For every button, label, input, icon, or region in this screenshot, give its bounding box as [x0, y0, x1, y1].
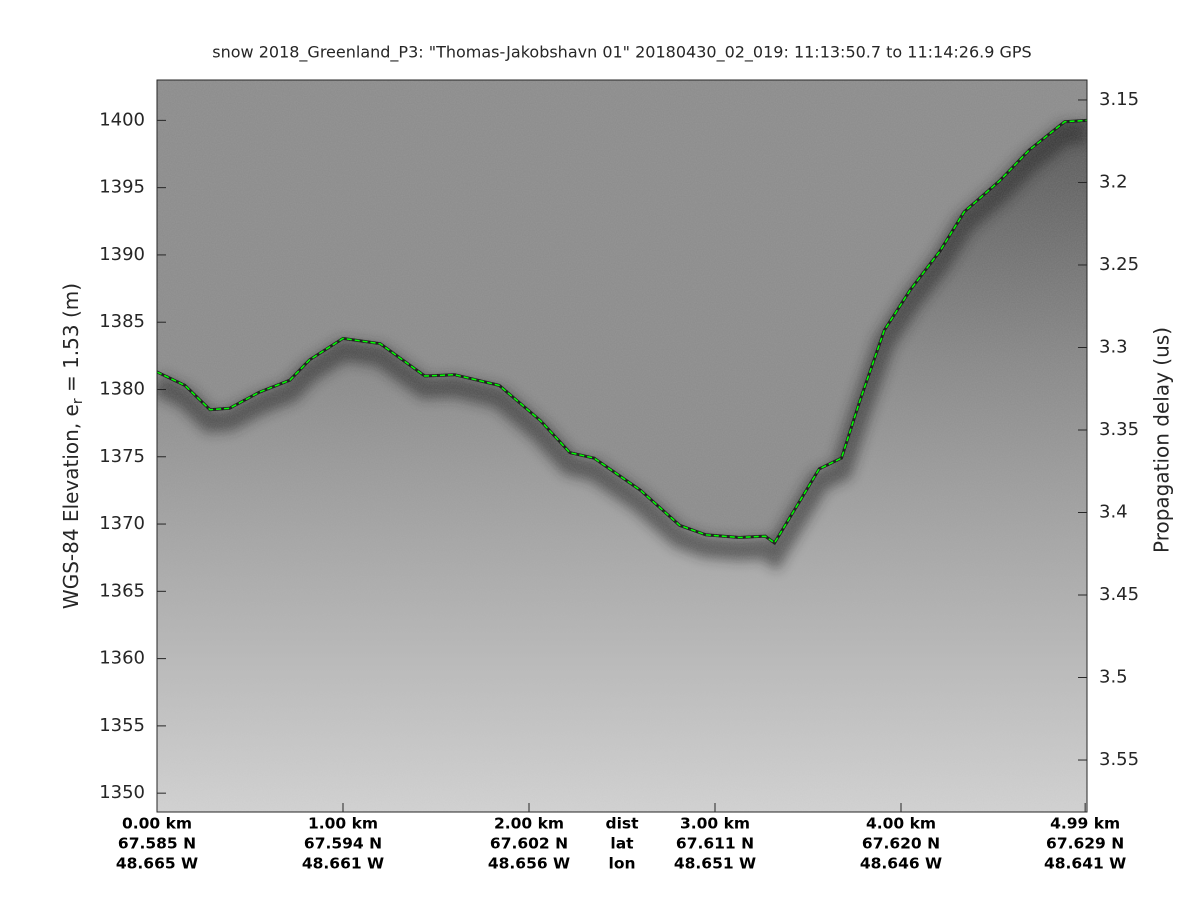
x-tick-lat: 67.585 N — [118, 835, 196, 853]
x-tick-lat: 67.594 N — [304, 835, 382, 853]
plot-marks — [156, 119, 1088, 544]
y2-tick-label: 3.45 — [1099, 584, 1139, 605]
y-tick-label: 1350 — [99, 782, 145, 803]
y-tick-label: 1360 — [99, 648, 145, 669]
y-label-subscript: r — [70, 398, 86, 404]
row-label: dist — [605, 815, 639, 833]
x-tick-lon: 48.646 W — [860, 855, 942, 873]
y-tick-label: 1385 — [99, 311, 145, 332]
y-tick-label: 1370 — [99, 513, 145, 534]
surface-line — [156, 119, 1088, 544]
x-tick-lon: 48.641 W — [1044, 855, 1126, 873]
y-tick-label: 1395 — [99, 177, 145, 198]
y2-tick-label: 3.2 — [1099, 171, 1128, 192]
y-tick-label: 1380 — [99, 378, 145, 399]
y2-tick-label: 3.15 — [1099, 89, 1139, 110]
x-tick-label: 3.00 km — [680, 815, 750, 833]
x-tick-lon: 48.656 W — [488, 855, 570, 873]
y-tick-label: 1365 — [99, 580, 145, 601]
echogram-noise — [157, 80, 1087, 812]
y-tick-label: 1355 — [99, 715, 145, 736]
plot-frame — [156, 79, 1088, 813]
x-tick-label: 1.00 km — [308, 815, 378, 833]
row-label: lat — [610, 835, 634, 853]
x-tick-label: 0.00 km — [122, 815, 192, 833]
x-tick-lon: 48.661 W — [302, 855, 384, 873]
y2-tick-label: 3.4 — [1099, 502, 1128, 523]
chart-title: snow 2018_Greenland_P3: "Thomas-Jakobsha… — [212, 43, 1031, 63]
y2-tick-label: 3.25 — [1099, 254, 1139, 275]
y2-tick-label: 3.55 — [1099, 749, 1139, 770]
x-tick-lat: 67.602 N — [490, 835, 568, 853]
y-tick-label: 1375 — [99, 446, 145, 467]
x-tick-lat: 67.620 N — [862, 835, 940, 853]
y-axis-label: WGS-84 Elevation, er = 1.53 (m) — [59, 283, 87, 609]
y2-tick-label: 3.3 — [1099, 336, 1128, 357]
y2-tick-label: 3.5 — [1099, 667, 1128, 688]
y2-tick-label: 3.35 — [1099, 419, 1139, 440]
x-tick-label: 2.00 km — [494, 815, 564, 833]
y2-axis-label: Propagation delay (us) — [1150, 327, 1174, 553]
x-tick-label: 4.00 km — [866, 815, 936, 833]
y-tick-label: 1400 — [99, 109, 145, 130]
y-label-suffix: = 1.53 (m) — [59, 283, 83, 398]
y-tick-label: 1390 — [99, 244, 145, 265]
x-tick-lon: 48.665 W — [116, 855, 198, 873]
x-tick-label: 4.99 km — [1050, 815, 1120, 833]
x-tick-lat: 67.629 N — [1046, 835, 1124, 853]
row-label: lon — [609, 855, 636, 873]
x-tick-lat: 67.611 N — [676, 835, 754, 853]
x-tick-lon: 48.651 W — [674, 855, 756, 873]
y-label-text: WGS-84 Elevation, e — [59, 404, 83, 609]
